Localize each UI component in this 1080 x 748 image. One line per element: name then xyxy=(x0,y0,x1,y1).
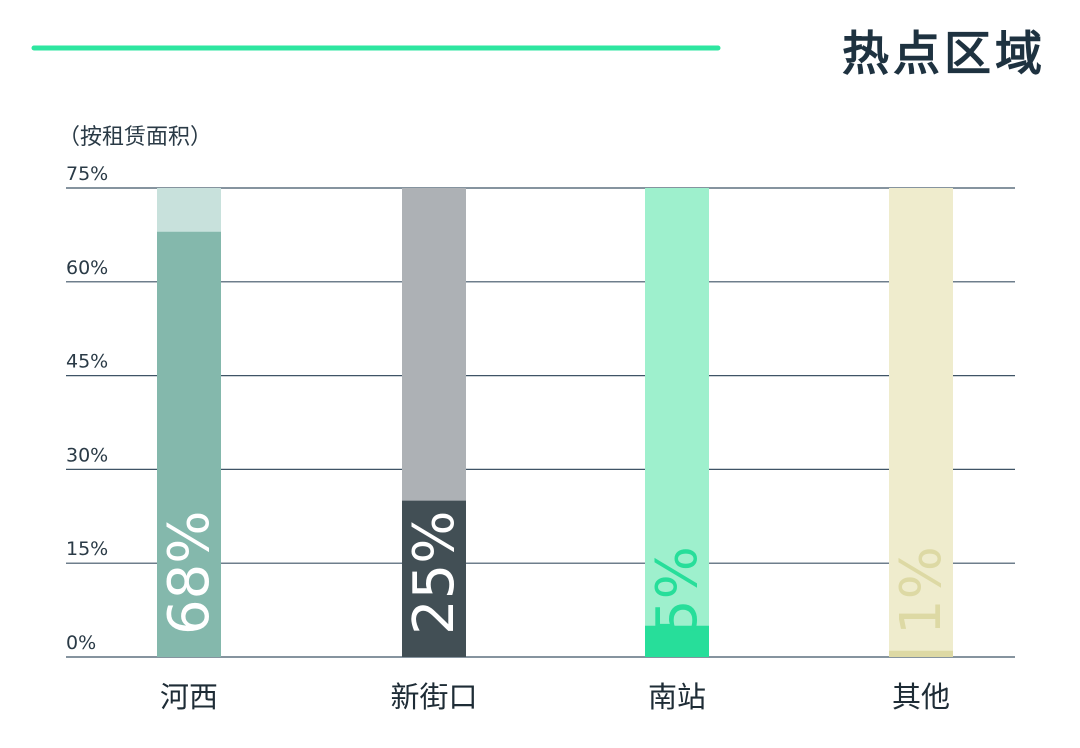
unit-note: （按租赁面积） xyxy=(58,125,212,150)
bar xyxy=(889,650,953,657)
data-label: 68% xyxy=(157,511,222,635)
y-axis-tick-labels: 0% 15% 30% 45% 60% 75% xyxy=(66,163,108,654)
y-tick-label: 45% xyxy=(66,351,108,373)
bars xyxy=(157,188,953,658)
category-label: 河西 xyxy=(160,680,218,714)
x-axis-category-labels: 河西 新街口 南站 其他 xyxy=(160,680,950,714)
y-tick-label: 0% xyxy=(66,632,96,654)
y-tick-label: 15% xyxy=(66,538,108,560)
data-label: 25% xyxy=(402,511,467,635)
chart-title: 热点区域 xyxy=(842,27,1046,82)
y-tick-label: 60% xyxy=(66,257,108,279)
bar xyxy=(402,500,466,657)
category-label: 南站 xyxy=(648,680,706,714)
y-tick-label: 75% xyxy=(66,163,108,185)
bar-track xyxy=(645,188,709,657)
category-label: 其他 xyxy=(892,680,950,714)
bar xyxy=(157,231,221,658)
category-label: 新街口 xyxy=(390,680,477,714)
data-label: 5% xyxy=(645,546,710,635)
bar xyxy=(645,625,709,657)
data-label: 1% xyxy=(889,546,954,635)
bar-track xyxy=(889,188,953,657)
data-labels: 68% 25% 5% 1% xyxy=(157,511,954,635)
gridlines xyxy=(66,187,1015,658)
y-tick-label: 30% xyxy=(66,444,108,466)
